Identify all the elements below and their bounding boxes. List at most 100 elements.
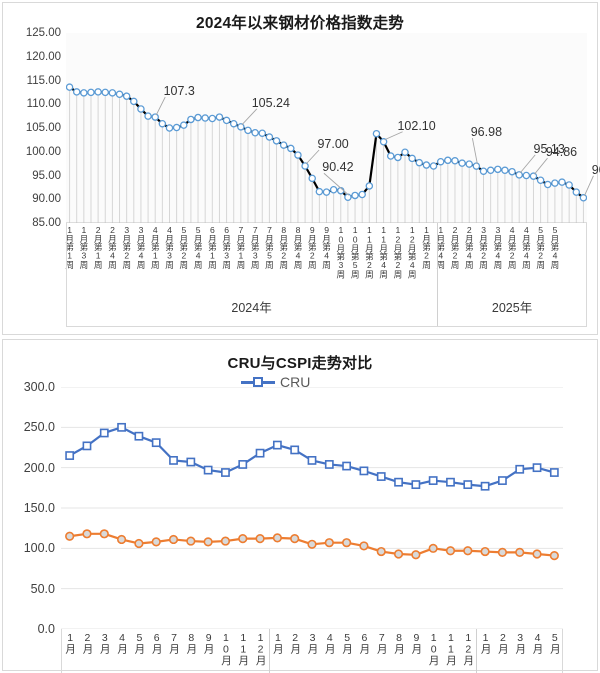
bottom-x-tick-7: 8月	[185, 632, 198, 654]
top-x-tick-34: 5月第4周	[549, 225, 560, 269]
top-y-tick-0: 85.00	[32, 217, 61, 229]
top-year-separator	[437, 223, 439, 327]
top-data-label-102.10: 102.10	[397, 118, 436, 133]
top-x-tick-17: 9月第2周	[307, 225, 318, 269]
bottom-year-separator	[268, 629, 270, 673]
top-x-tick-25: 1月第2周	[421, 225, 432, 269]
bottom-x-tick-22: 11月	[444, 632, 457, 665]
bottom-y-tick-4: 200.0	[23, 460, 55, 475]
top-data-label-90.42: 90.42	[322, 160, 354, 175]
steel-price-index-chart-panel: 2024年以来钢材价格指数走势 85.00 90.00 95.00 100.00 105…	[2, 2, 600, 335]
bottom-chart-year-band: 2023年2024年2025年	[61, 629, 563, 673]
top-x-tick-19: 10月第3周	[335, 225, 346, 278]
top-x-tick-10: 6月第1周	[207, 225, 218, 269]
bottom-x-tick-14: 3月	[306, 632, 319, 654]
top-data-label-97.00: 97.00	[317, 137, 349, 151]
bottom-x-tick-25: 2月	[496, 632, 509, 654]
top-x-tick-9: 5月第4周	[193, 225, 204, 269]
legend-label-cru: CRU	[280, 374, 311, 390]
top-x-tick-7: 4月第3周	[164, 225, 175, 269]
cru-cspi-chart-panel: CRU与CSPI走势对比 CRU 0.0 50.0 100.0 150.0 200.0 2…	[2, 339, 598, 673]
bottom-y-tick-3: 150.0	[23, 501, 55, 515]
top-chart-plot-area	[66, 33, 587, 223]
top-x-tick-3: 2月第4周	[107, 225, 118, 269]
top-data-label-94.86: 94.86	[545, 145, 578, 160]
bottom-chart-y-axis-labels: 0.0 50.0 100.0 150.0 200.0 250.0 300.0	[3, 380, 55, 636]
bottom-y-tick-5: 250.0	[23, 420, 55, 435]
bottom-x-tick-19: 8月	[393, 632, 406, 654]
top-x-tick-26: 1月第4周	[435, 225, 446, 269]
top-year-group-2025年: 2025年	[491, 301, 533, 315]
top-x-tick-31: 4月第2周	[507, 225, 518, 269]
top-x-tick-13: 7月第3周	[250, 225, 261, 269]
top-x-tick-15: 8月第2周	[278, 225, 289, 269]
top-x-tick-32: 4月第4周	[521, 225, 532, 269]
top-x-tick-28: 2月第4周	[464, 225, 475, 269]
top-x-tick-2: 2月第1周	[93, 225, 104, 269]
bottom-x-tick-28: 5月	[548, 632, 561, 654]
bottom-axis-band-frame	[61, 629, 563, 673]
bottom-y-tick-6: 300.0	[23, 380, 55, 394]
top-y-tick-7: 120.00	[25, 50, 61, 63]
top-x-tick-4: 3月第2周	[121, 225, 132, 269]
top-data-label-105.24: 105.24	[251, 95, 290, 110]
bottom-chart-x-axis-labels: 1月 2月 3月 4月 5月 6月 7月 8月 9月 10月 11月 12月 1月 2月 3月 4月 5月 6月 7…	[61, 632, 563, 673]
top-x-tick-1: 1月第3周	[78, 225, 89, 269]
bottom-x-tick-5: 6月	[150, 632, 163, 654]
top-y-tick-5: 110.00	[26, 98, 61, 111]
top-x-tick-27: 2月第2周	[450, 225, 461, 269]
top-y-tick-8: 125.00	[25, 27, 61, 39]
top-x-tick-14: 7月第5周	[264, 225, 275, 269]
top-data-label-95.13: 95.13	[533, 141, 565, 156]
top-y-tick-6: 115.00	[26, 74, 61, 87]
bottom-y-tick-0: 0.0	[37, 622, 55, 636]
bottom-x-tick-27: 4月	[531, 632, 544, 654]
top-year-group-2024年: 2024年	[231, 301, 272, 315]
bottom-x-tick-9: 10月	[219, 632, 232, 665]
bottom-chart-legend[interactable]: CRU	[241, 374, 310, 390]
bottom-x-tick-13: 2月	[289, 632, 302, 654]
top-x-tick-12: 7月第1周	[235, 225, 246, 269]
top-data-label-96.98: 96.98	[470, 125, 503, 140]
bottom-x-tick-24: 1月	[479, 632, 492, 654]
top-x-tick-33: 5月第2周	[535, 225, 546, 269]
legend-marker-cru-icon	[241, 376, 275, 388]
top-data-label-107.3: 107.3	[163, 84, 195, 99]
top-x-tick-8: 5月第2周	[178, 225, 189, 269]
bottom-x-tick-21: 10月	[427, 632, 440, 665]
bottom-x-tick-0: 1月	[64, 632, 77, 654]
top-axis-band-frame	[66, 223, 587, 327]
bottom-x-tick-17: 6月	[358, 632, 371, 654]
bottom-year-separator	[476, 629, 478, 673]
bottom-x-tick-16: 5月	[341, 632, 354, 654]
top-x-tick-16: 8月第4周	[293, 225, 304, 269]
top-chart-x-axis-labels: 1月第1周 1月第3周 2月第1周 2月第4周 3月第2周 3月第4周 4月第1周 4月第3周…	[64, 225, 587, 295]
bottom-x-tick-4: 5月	[133, 632, 146, 654]
top-x-tick-5: 3月第4周	[136, 225, 147, 269]
bottom-y-tick-1: 50.0	[30, 581, 55, 596]
bottom-chart-title: CRU与CSPI走势对比	[227, 355, 373, 372]
bottom-x-tick-2: 3月	[98, 632, 111, 654]
top-data-label-90.31: 90.31	[591, 162, 600, 177]
top-x-tick-30: 3月第4周	[492, 225, 503, 269]
top-x-tick-29: 3月第2周	[478, 225, 489, 269]
bottom-x-tick-15: 4月	[323, 632, 336, 654]
top-x-tick-0: 1月第1周	[64, 225, 75, 269]
bottom-y-tick-2: 100.0	[23, 541, 55, 556]
top-chart-year-band: 2024年 2025年	[66, 223, 587, 327]
bottom-x-tick-3: 4月	[116, 632, 129, 654]
bottom-x-tick-6: 7月	[168, 632, 181, 654]
top-x-tick-21: 11月第2周	[364, 225, 375, 278]
top-y-tick-4: 105.00	[25, 122, 61, 134]
top-y-tick-1: 90.00	[32, 193, 61, 206]
top-y-tick-3: 100.00	[25, 145, 61, 158]
top-x-tick-6: 4月第1周	[150, 225, 161, 269]
top-x-tick-11: 6月第3周	[221, 225, 232, 269]
top-chart-y-axis-labels: 85.00 90.00 95.00 100.00 105.00 110.00 115.00 1…	[3, 27, 61, 229]
bottom-x-tick-20: 9月	[410, 632, 423, 654]
bottom-x-tick-1: 2月	[81, 632, 94, 654]
bottom-x-tick-18: 7月	[375, 632, 388, 654]
top-x-tick-18: 9月第4周	[321, 225, 332, 269]
top-chart-title: 2024年以来钢材价格指数走势	[196, 15, 404, 32]
